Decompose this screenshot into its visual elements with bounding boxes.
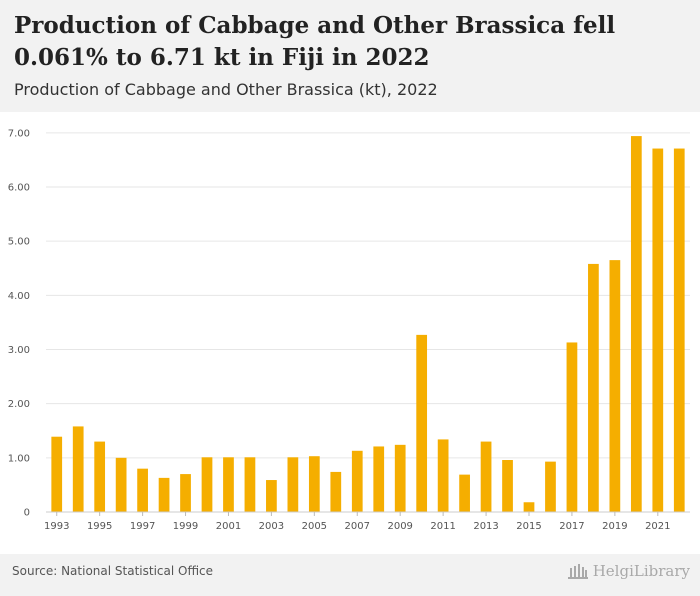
bar-2009 [394,444,406,512]
x-tick-label: 2009 [387,521,412,532]
logo-text: HelgiLibrary [592,562,690,580]
y-tick-label: 3.00 [8,345,30,356]
y-tick-label: 4.00 [8,291,30,302]
chart-title: Production of Cabbage and Other Brassica… [14,12,616,71]
x-tick-label: 1999 [173,521,198,532]
y-tick-label: 6.00 [8,183,30,194]
x-tick-label: 2001 [216,521,241,532]
bar-1997 [137,468,148,512]
y-tick-label: 7.00 [8,128,30,139]
x-tick-label: 1997 [130,521,155,532]
footer: Source: National Statistical Office Helg… [0,554,700,596]
bar-2000 [201,457,213,512]
bar-2001 [223,457,234,512]
bar-2018 [588,263,599,512]
bar-2014 [502,460,513,512]
x-tick-label: 2005 [302,521,327,532]
bar-2010 [416,334,428,512]
library-building-icon [567,564,588,579]
bar-2002 [244,457,256,512]
x-tick-label: 1995 [87,521,112,532]
x-tick-label: 1993 [44,521,69,532]
bar-2021 [652,148,664,512]
bar-1995 [94,441,106,512]
x-tick-label: 2003 [259,521,284,532]
x-tick-label: 2015 [516,521,541,532]
bar-2015 [523,502,535,512]
y-tick-label: 2.00 [8,399,30,410]
x-tick-label: 2019 [602,521,627,532]
y-tick-label: 5.00 [8,237,30,248]
y-tick-label: 0 [24,508,30,519]
bar-2004 [287,457,299,512]
bar-2008 [373,446,385,512]
bar-2020 [630,136,642,513]
bar-1994 [72,426,84,512]
bar-2022 [673,148,685,512]
header: Production of Cabbage and Other Brassica… [0,0,700,112]
bar-2011 [437,439,449,512]
y-tick-label: 1.00 [8,453,30,464]
helgilibrary-logo: HelgiLibrary [567,562,690,580]
bar-2016 [545,461,556,512]
bar-1999 [180,474,191,512]
bar-1996 [115,457,127,512]
bar-chart: 0 1.00 2.00 3.00 4.00 5.00 6.00 7.00 1993 1995 199… [8,128,690,532]
bar-2012 [459,474,470,512]
x-tick-label: 2007 [345,521,370,532]
bar-2019 [609,260,621,512]
x-tick-label: 2013 [473,521,498,532]
bar-1993 [51,436,63,512]
x-tick-label: 2021 [645,521,670,532]
bar-2007 [351,450,363,512]
bar-2005 [308,456,320,512]
source-note: Source: National Statistical Office [12,564,214,578]
chart-area: 0 1.00 2.00 3.00 4.00 5.00 6.00 7.00 1993 1995 199… [0,112,700,542]
bar-2003 [266,480,277,512]
x-tick-label: 2011 [430,521,455,532]
bar-1998 [158,477,170,512]
x-tick-label: 2017 [559,521,584,532]
bar-2006 [330,471,342,512]
bar-2013 [480,441,492,512]
bar-2017 [566,342,578,512]
chart-subtitle: Production of Cabbage and Other Brassica… [14,80,438,99]
